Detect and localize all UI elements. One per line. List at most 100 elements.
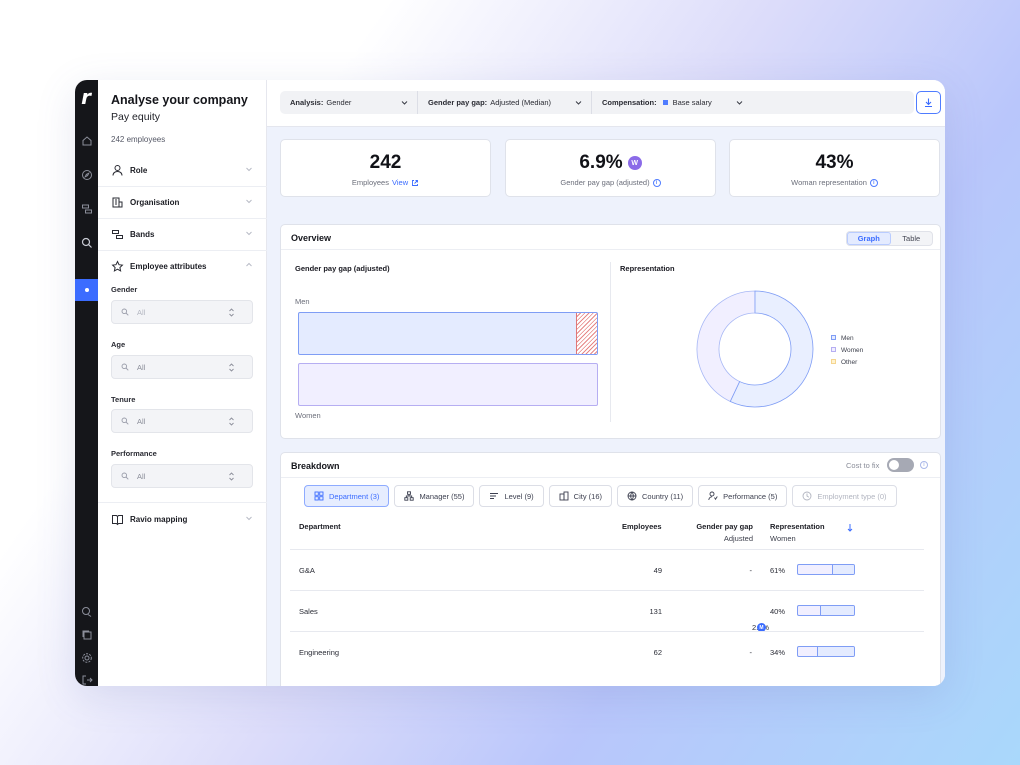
tab-city[interactable]: City (16) — [548, 485, 612, 507]
tab-performance[interactable]: Performance (5) — [698, 485, 788, 507]
cost-to-fix-toggle[interactable] — [887, 458, 914, 472]
pages-icon[interactable] — [75, 625, 98, 645]
performance-filter-value: All — [137, 471, 146, 481]
chevron-down-icon — [736, 101, 743, 105]
view-employees-link[interactable]: View — [391, 178, 409, 187]
breakdown-card: Breakdown Cost to fix i Department (3) M… — [280, 452, 941, 686]
star-icon — [111, 260, 124, 273]
col-department-header[interactable]: Department — [299, 522, 341, 531]
overview-divider — [281, 249, 940, 250]
chevron-up-icon — [246, 262, 252, 267]
representation-bar — [797, 605, 855, 616]
col-representation-header[interactable]: Representation Women — [770, 522, 825, 543]
performance-filter-select[interactable]: All — [111, 464, 253, 488]
section-employee-attributes[interactable]: Employee attributes — [98, 250, 267, 283]
bands-icon — [111, 228, 124, 241]
chevron-down-icon — [246, 516, 252, 521]
section-ravio-mapping[interactable]: Ravio mapping — [98, 502, 267, 535]
comp-label: Compensation: — [602, 98, 657, 107]
settings-icon[interactable] — [75, 648, 98, 668]
employee-count: 242 employees — [111, 135, 166, 144]
age-filter-label: Age — [111, 340, 126, 349]
chevron-down-icon — [401, 101, 408, 105]
person-star-icon — [708, 491, 718, 501]
logout-icon[interactable] — [75, 670, 98, 686]
search-icon — [121, 472, 129, 480]
globe-icon — [627, 491, 637, 501]
gap-chart-title: Gender pay gap (adjusted) — [295, 264, 390, 273]
info-icon[interactable]: i — [869, 178, 878, 187]
kpi-pay-gap: 6.9% W Gender pay gap (adjusted) i — [505, 139, 716, 197]
legend-women: Women — [831, 345, 863, 357]
gender-pay-gap-dropdown[interactable]: Gender pay gap: Adjusted (Median) — [418, 91, 592, 114]
table-row[interactable]: Engineering 62 - 34% — [290, 631, 924, 672]
col-gap-header[interactable]: Gender pay gap Adjusted — [696, 522, 753, 543]
help-icon[interactable] — [75, 602, 98, 622]
graph-toggle-button[interactable]: Graph — [847, 232, 891, 245]
analysis-label: Analysis: — [290, 98, 324, 107]
kpi-women-value: 43% — [815, 152, 854, 173]
chevron-down-icon — [246, 199, 252, 204]
row-employees: 49 — [653, 566, 662, 575]
page-title: Analyse your company — [111, 93, 248, 107]
tenure-filter-select[interactable]: All — [111, 409, 253, 433]
download-button[interactable] — [916, 91, 941, 114]
tab-level[interactable]: Level (9) — [479, 485, 544, 507]
table-row[interactable]: Sales 131 2.3%M 40% — [290, 590, 924, 632]
tab-manager[interactable]: Manager (55) — [394, 485, 475, 507]
women-badge: W — [627, 156, 642, 170]
row-department: Sales — [299, 607, 318, 616]
ravio-logo[interactable]: r — [81, 85, 91, 109]
tab-employment-type-label: Employment type (0) — [817, 491, 887, 501]
legend-men: Men — [831, 333, 863, 345]
age-filter-select[interactable]: All — [111, 355, 253, 379]
compass-icon[interactable] — [75, 165, 98, 185]
table-row[interactable]: G&A 49 - 61% — [290, 549, 924, 590]
info-icon[interactable]: i — [920, 461, 928, 469]
compensation-dropdown[interactable]: Compensation: Base salary — [592, 91, 752, 114]
graph-table-toggle: Graph Table — [846, 231, 933, 246]
hierarchy-icon — [404, 491, 415, 501]
section-bands[interactable]: Bands — [98, 218, 267, 251]
sort-down-icon[interactable] — [847, 523, 853, 532]
men-badge: M — [757, 623, 766, 632]
analysis-dropdown[interactable]: Analysis: Gender — [280, 91, 418, 114]
page-subtitle: Pay equity — [111, 111, 161, 123]
up-down-icon — [229, 417, 234, 426]
kpi-woman-representation: 43% Woman representation i — [729, 139, 940, 197]
tab-department[interactable]: Department (3) — [304, 485, 390, 507]
section-organisation[interactable]: Organisation — [98, 186, 267, 219]
pay-equity-nav-item[interactable] — [75, 279, 98, 301]
city-icon — [559, 491, 569, 501]
breakdown-title: Breakdown — [291, 461, 340, 471]
person-icon — [111, 164, 124, 177]
search-icon — [121, 363, 129, 371]
info-icon[interactable]: i — [652, 178, 661, 187]
bands-icon[interactable] — [75, 199, 98, 219]
section-role[interactable]: Role — [98, 154, 267, 187]
tab-country-label: Country (11) — [642, 491, 684, 501]
search-icon[interactable] — [75, 233, 98, 253]
home-icon[interactable] — [75, 131, 98, 151]
external-link-icon[interactable] — [411, 179, 419, 187]
gap-value: Adjusted (Median) — [490, 98, 552, 107]
col-employees-header[interactable]: Employees — [622, 522, 662, 531]
search-icon — [121, 308, 129, 316]
gender-filter-value: All — [137, 307, 146, 317]
kpi-gap-value: 6.9% — [579, 152, 623, 173]
table-toggle-button[interactable]: Table — [902, 234, 921, 243]
pay-gap-hatch — [576, 313, 597, 354]
tab-department-label: Department (3) — [329, 491, 380, 501]
representation-title: Representation — [620, 264, 675, 273]
gender-filter-select[interactable]: All — [111, 300, 253, 324]
overview-vertical-divider — [610, 262, 611, 422]
up-down-icon — [229, 363, 234, 372]
kpi-gap-label: Gender pay gap (adjusted) — [560, 178, 650, 187]
women-pay-bar — [298, 363, 598, 406]
kpi-employees-value: 242 — [369, 152, 402, 173]
representation-legend: Men Women Other — [831, 333, 863, 369]
breakdown-tabs: Department (3) Manager (55) Level (9) Ci… — [304, 485, 897, 507]
chevron-down-icon — [246, 231, 252, 236]
row-employees: 131 — [649, 607, 662, 616]
tab-country[interactable]: Country (11) — [617, 485, 694, 507]
